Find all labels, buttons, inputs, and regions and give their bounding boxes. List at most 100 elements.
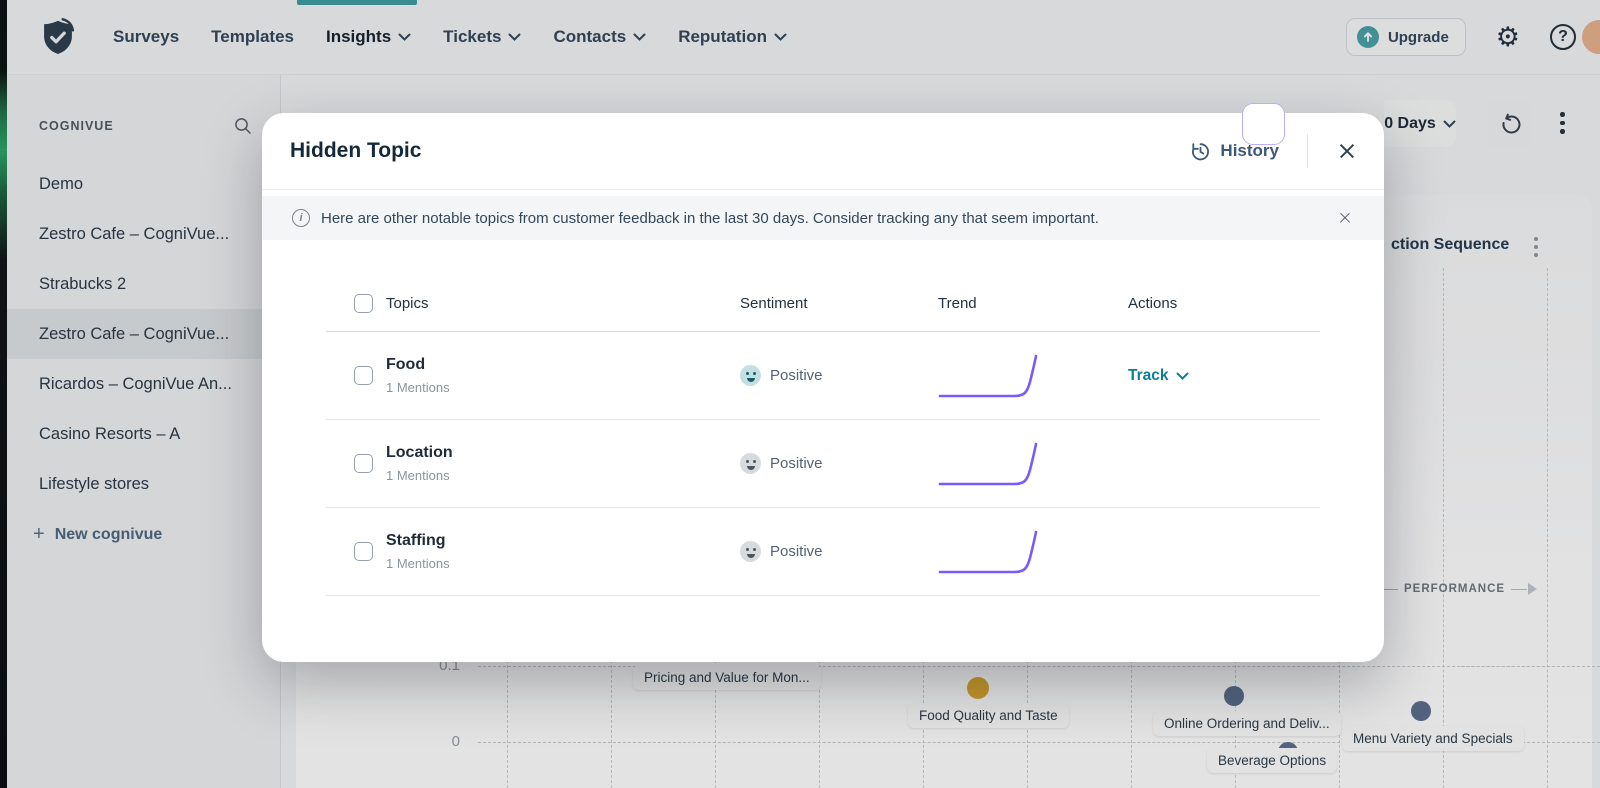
trend-sparkline bbox=[938, 530, 1038, 573]
row-checkbox[interactable] bbox=[354, 366, 373, 385]
sentiment-cell: Positive bbox=[740, 453, 938, 474]
nav-right-actions: Upgrade ⚙ ? bbox=[1345, 18, 1576, 56]
topic-mentions: 1 Mentions bbox=[386, 468, 450, 483]
banner-text: Here are other notable topics from custo… bbox=[321, 209, 1099, 227]
topic-cell: Staffing 1 Mentions bbox=[386, 532, 740, 571]
sidebar-item-zestro-1[interactable]: Zestro Cafe – CogniVue... bbox=[39, 224, 230, 243]
hidden-topic-modal: Hidden Topic History i Here are other no… bbox=[262, 113, 1384, 662]
axis-label: PERFORMANCE bbox=[1404, 583, 1506, 595]
modal-close-icon[interactable] bbox=[1336, 140, 1358, 162]
scatter-dot-menu-variety[interactable] bbox=[1411, 701, 1431, 721]
chevron-down-icon bbox=[398, 33, 411, 41]
sidebar-item-zestro-2-selected[interactable]: Zestro Cafe – CogniVue... bbox=[7, 309, 280, 359]
row-checkbox[interactable] bbox=[354, 454, 373, 473]
gridline-vertical bbox=[1443, 268, 1444, 788]
gridline-vertical bbox=[507, 640, 508, 788]
gridline-horizontal bbox=[478, 742, 1600, 743]
chevron-down-icon bbox=[508, 33, 521, 41]
scatter-dot-food-quality[interactable] bbox=[967, 677, 989, 699]
active-tab-indicator bbox=[297, 0, 417, 5]
nav-item-insights[interactable]: Insights bbox=[326, 27, 411, 47]
help-icon[interactable]: ? bbox=[1550, 24, 1576, 50]
card-kebab-icon[interactable] bbox=[1534, 237, 1538, 257]
date-range-filter[interactable]: 0 Days bbox=[1384, 100, 1456, 147]
upgrade-button[interactable]: Upgrade bbox=[1345, 18, 1466, 56]
gridline-horizontal bbox=[478, 666, 1600, 667]
row-checkbox[interactable] bbox=[354, 542, 373, 561]
refresh-icon bbox=[1502, 113, 1520, 133]
column-sentiment: Sentiment bbox=[740, 295, 808, 312]
sidebar-item-demo[interactable]: Demo bbox=[39, 174, 84, 193]
app-logo-icon bbox=[44, 18, 75, 54]
scatter-label[interactable]: Pricing and Value for Mon... bbox=[633, 665, 821, 690]
more-options-kebab-icon[interactable] bbox=[1560, 112, 1565, 134]
sentiment-cell: Positive bbox=[740, 365, 938, 386]
ai-assistant-button-fragment[interactable] bbox=[1242, 103, 1285, 145]
scatter-dot-online-ordering[interactable] bbox=[1224, 686, 1244, 706]
banner-close-icon[interactable] bbox=[1338, 211, 1352, 225]
top-navigation: Surveys Templates Insights Tickets Conta… bbox=[7, 0, 1600, 75]
scatter-label[interactable]: Food Quality and Taste bbox=[908, 703, 1069, 728]
sidebar-item-lifestyle[interactable]: Lifestyle stores bbox=[39, 474, 150, 493]
gridline-vertical bbox=[715, 640, 716, 788]
sentiment-cell: Positive bbox=[740, 541, 938, 562]
gridline-vertical bbox=[819, 640, 820, 788]
positive-smiley-icon bbox=[740, 453, 761, 474]
chevron-down-icon bbox=[1176, 372, 1189, 380]
nav-menu: Surveys Templates Insights Tickets Conta… bbox=[113, 27, 787, 47]
sidebar-title: COGNIVUE bbox=[39, 119, 114, 133]
topic-name: Staffing bbox=[386, 532, 446, 549]
section-title-truncated: ction Sequence bbox=[1391, 236, 1510, 253]
refresh-button[interactable] bbox=[1487, 100, 1534, 147]
gridline-vertical bbox=[1547, 268, 1548, 788]
hidden-topics-table: Topics Sentiment Trend Actions Food 1 Me… bbox=[326, 276, 1320, 596]
new-cognivue-button[interactable]: + New cognivue bbox=[33, 523, 163, 545]
nav-item-contacts[interactable]: Contacts bbox=[553, 27, 646, 47]
axis-line bbox=[1511, 588, 1528, 590]
table-header-row: Topics Sentiment Trend Actions bbox=[326, 276, 1320, 332]
performance-axis: PERFORMANCE bbox=[1384, 583, 1538, 595]
trend-sparkline bbox=[938, 442, 1038, 485]
positive-smiley-icon bbox=[740, 365, 761, 386]
topic-mentions: 1 Mentions bbox=[386, 556, 450, 571]
track-dropdown-button[interactable]: Track bbox=[1128, 367, 1320, 385]
sidebar-item-strabucks[interactable]: Strabucks 2 bbox=[39, 274, 127, 293]
table-row: Staffing 1 Mentions Positive bbox=[326, 508, 1320, 596]
trend-sparkline bbox=[938, 354, 1038, 397]
y-axis-tick: 0 bbox=[451, 733, 460, 750]
plus-icon: + bbox=[33, 523, 45, 545]
column-trend: Trend bbox=[938, 295, 977, 312]
settings-gear-icon[interactable]: ⚙ bbox=[1495, 21, 1520, 53]
gridline-vertical bbox=[611, 640, 612, 788]
positive-smiley-icon bbox=[740, 541, 761, 562]
select-all-checkbox[interactable] bbox=[354, 294, 373, 313]
nav-item-surveys[interactable]: Surveys bbox=[113, 27, 180, 46]
sidebar-item-ricardos[interactable]: Ricardos – CogniVue An... bbox=[39, 374, 232, 393]
topic-name: Food bbox=[386, 356, 426, 373]
sidebar: COGNIVUE Demo Zestro Cafe – CogniVue... … bbox=[7, 75, 281, 788]
axis-arrow-icon bbox=[1528, 583, 1538, 595]
chevron-down-icon bbox=[774, 33, 787, 41]
nav-item-templates[interactable]: Templates bbox=[211, 27, 294, 46]
avatar[interactable] bbox=[1582, 20, 1600, 54]
gridline-vertical bbox=[1131, 640, 1132, 788]
left-edge-strip bbox=[0, 0, 7, 788]
axis-line bbox=[1384, 588, 1398, 590]
scatter-label[interactable]: Online Ordering and Deliv... bbox=[1153, 711, 1341, 736]
sidebar-item-casino[interactable]: Casino Resorts – A bbox=[39, 424, 181, 443]
column-actions: Actions bbox=[1128, 295, 1178, 312]
search-icon[interactable] bbox=[234, 117, 252, 135]
topic-cell: Location 1 Mentions bbox=[386, 444, 740, 483]
scatter-label[interactable]: Menu Variety and Specials bbox=[1342, 726, 1524, 751]
nav-item-tickets[interactable]: Tickets bbox=[443, 27, 521, 47]
nav-item-reputation[interactable]: Reputation bbox=[678, 27, 787, 47]
table-row: Location 1 Mentions Positive bbox=[326, 420, 1320, 508]
topic-name: Location bbox=[386, 444, 453, 461]
topic-cell: Food 1 Mentions bbox=[386, 356, 740, 395]
history-button[interactable]: History bbox=[1190, 141, 1279, 162]
divider bbox=[1307, 134, 1308, 168]
chevron-down-icon bbox=[633, 33, 646, 41]
history-clock-icon bbox=[1192, 142, 1210, 160]
scatter-label[interactable]: Beverage Options bbox=[1207, 748, 1338, 773]
topic-mentions: 1 Mentions bbox=[386, 380, 450, 395]
